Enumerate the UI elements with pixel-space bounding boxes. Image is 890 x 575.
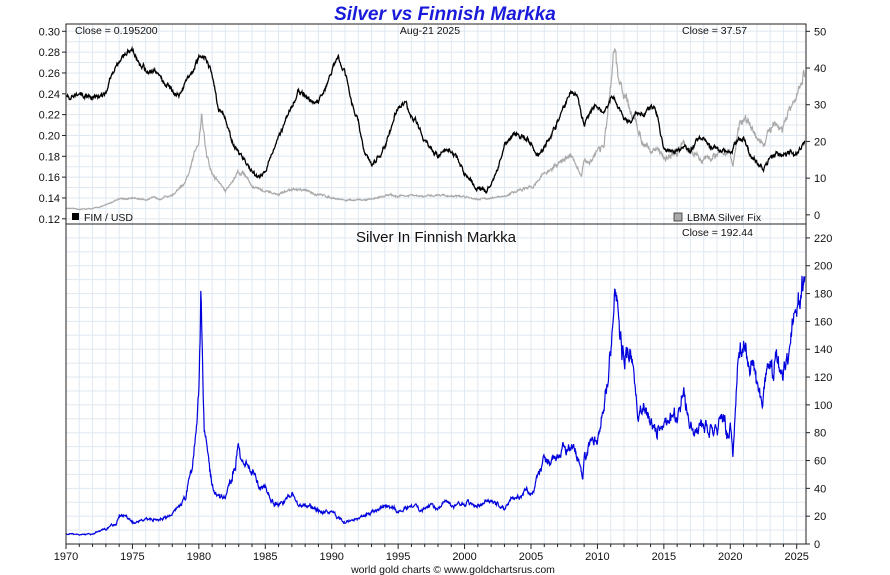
x-axis-tick-label: 1975 — [120, 551, 144, 563]
fim-legend-swatch — [72, 213, 79, 220]
silver-fim-close-label: Close = 192.44 — [682, 227, 753, 239]
silver-fim-axis-tick-label: 40 — [814, 483, 826, 495]
fim-axis-tick-label: 0.28 — [39, 47, 60, 59]
silver-usd-axis-tick-label: 40 — [814, 63, 826, 75]
fim-axis-tick-label: 0.16 — [39, 172, 60, 184]
x-axis-tick-label: 2010 — [585, 551, 609, 563]
bottom-panel-frame — [65, 223, 807, 545]
x-axis-tick-label: 1995 — [386, 551, 410, 563]
silver-fim-axis-tick-label: 200 — [814, 261, 832, 273]
fim-axis-tick-label: 0.24 — [39, 89, 60, 101]
silver-fim-line — [65, 275, 806, 536]
top-panel-series — [65, 45, 806, 211]
silver-usd-axis-tick-label: 20 — [814, 136, 826, 148]
silver-usd-axis-tick-label: 10 — [814, 173, 826, 185]
silver-fim-axis-tick-label: 100 — [814, 400, 832, 412]
silver-fim-axis-tick-label: 160 — [814, 316, 832, 328]
bottom-panel-grid — [65, 224, 806, 544]
fim-legend-label: FIM / USD — [84, 212, 133, 224]
silver-fim-axis-tick-label: 120 — [814, 372, 832, 384]
silver-usd-axis-tick-label: 0 — [814, 210, 820, 222]
fim-close-label: Close = 0.195200 — [75, 25, 158, 37]
silver-fim-axis-tick-label: 140 — [814, 344, 832, 356]
x-axis-tick-label: 1970 — [54, 551, 78, 563]
fim-axis-tick-label: 0.22 — [39, 110, 60, 122]
x-axis-tick-label: 1990 — [319, 551, 343, 563]
top-right-axis: 0 10 20 30 40 50 — [806, 26, 826, 222]
silver-usd-axis-tick-label: 30 — [814, 100, 826, 112]
silver-usd-legend-swatch — [673, 212, 683, 222]
fim-axis-tick-label: 0.12 — [39, 214, 60, 226]
x-axis: 1970 1975 1980 1985 1990 1995 2000 2005 2010 2015… — [54, 544, 809, 563]
silver-fim-axis-tick-label: 80 — [814, 428, 826, 440]
x-axis-tick-label: 2020 — [718, 551, 742, 563]
silver-usd-legend-label: LBMA Silver Fix — [687, 212, 762, 224]
silver-fim-axis-tick-label: 20 — [814, 511, 826, 523]
fim-axis-tick-label: 0.26 — [39, 68, 60, 80]
top-left-axis: 0.12 0.14 0.16 0.18 0.20 0.22 0.24 0.26 0.28 0.30 — [39, 26, 66, 226]
x-axis-tick-label: 2000 — [452, 551, 476, 563]
x-axis-tick-label: 2015 — [652, 551, 676, 563]
silver-usd-axis-tick-label: 50 — [814, 26, 826, 38]
silver-fim-axis-tick-label: 60 — [814, 456, 826, 468]
x-axis-tick-label: 1985 — [253, 551, 277, 563]
fim-axis-tick-label: 0.14 — [39, 193, 60, 205]
silver-fim-axis-tick-label: 0 — [814, 539, 820, 551]
credit-label: world gold charts © www.goldchartsrus.co… — [350, 564, 555, 575]
fim-usd-line — [65, 45, 806, 195]
bottom-right-axis: 0 20 40 60 80 100 120 140 160 180 200 220 — [806, 233, 832, 551]
chart-title: Silver vs Finnish Markka — [334, 4, 556, 25]
silver-usd-line — [66, 48, 806, 211]
bottom-panel-subtitle: Silver In Finnish Markka — [356, 229, 517, 246]
fim-axis-tick-label: 0.30 — [39, 26, 60, 38]
date-label: Aug-21 2025 — [400, 25, 460, 37]
silver-fim-axis-tick-label: 180 — [814, 289, 832, 301]
fim-axis-tick-label: 0.18 — [39, 151, 60, 163]
silver-usd-close-label: Close = 37.57 — [682, 25, 747, 37]
bottom-panel-series — [65, 275, 806, 536]
top-panel-frame — [65, 23, 807, 225]
top-panel-grid — [65, 24, 806, 224]
silver-fim-axis-tick-label: 220 — [814, 233, 832, 245]
x-axis-tick-label: 1980 — [187, 551, 211, 563]
x-axis-tick-label: 2025 — [784, 551, 808, 563]
fim-axis-tick-label: 0.20 — [39, 130, 60, 142]
x-axis-tick-label: 2005 — [519, 551, 543, 563]
